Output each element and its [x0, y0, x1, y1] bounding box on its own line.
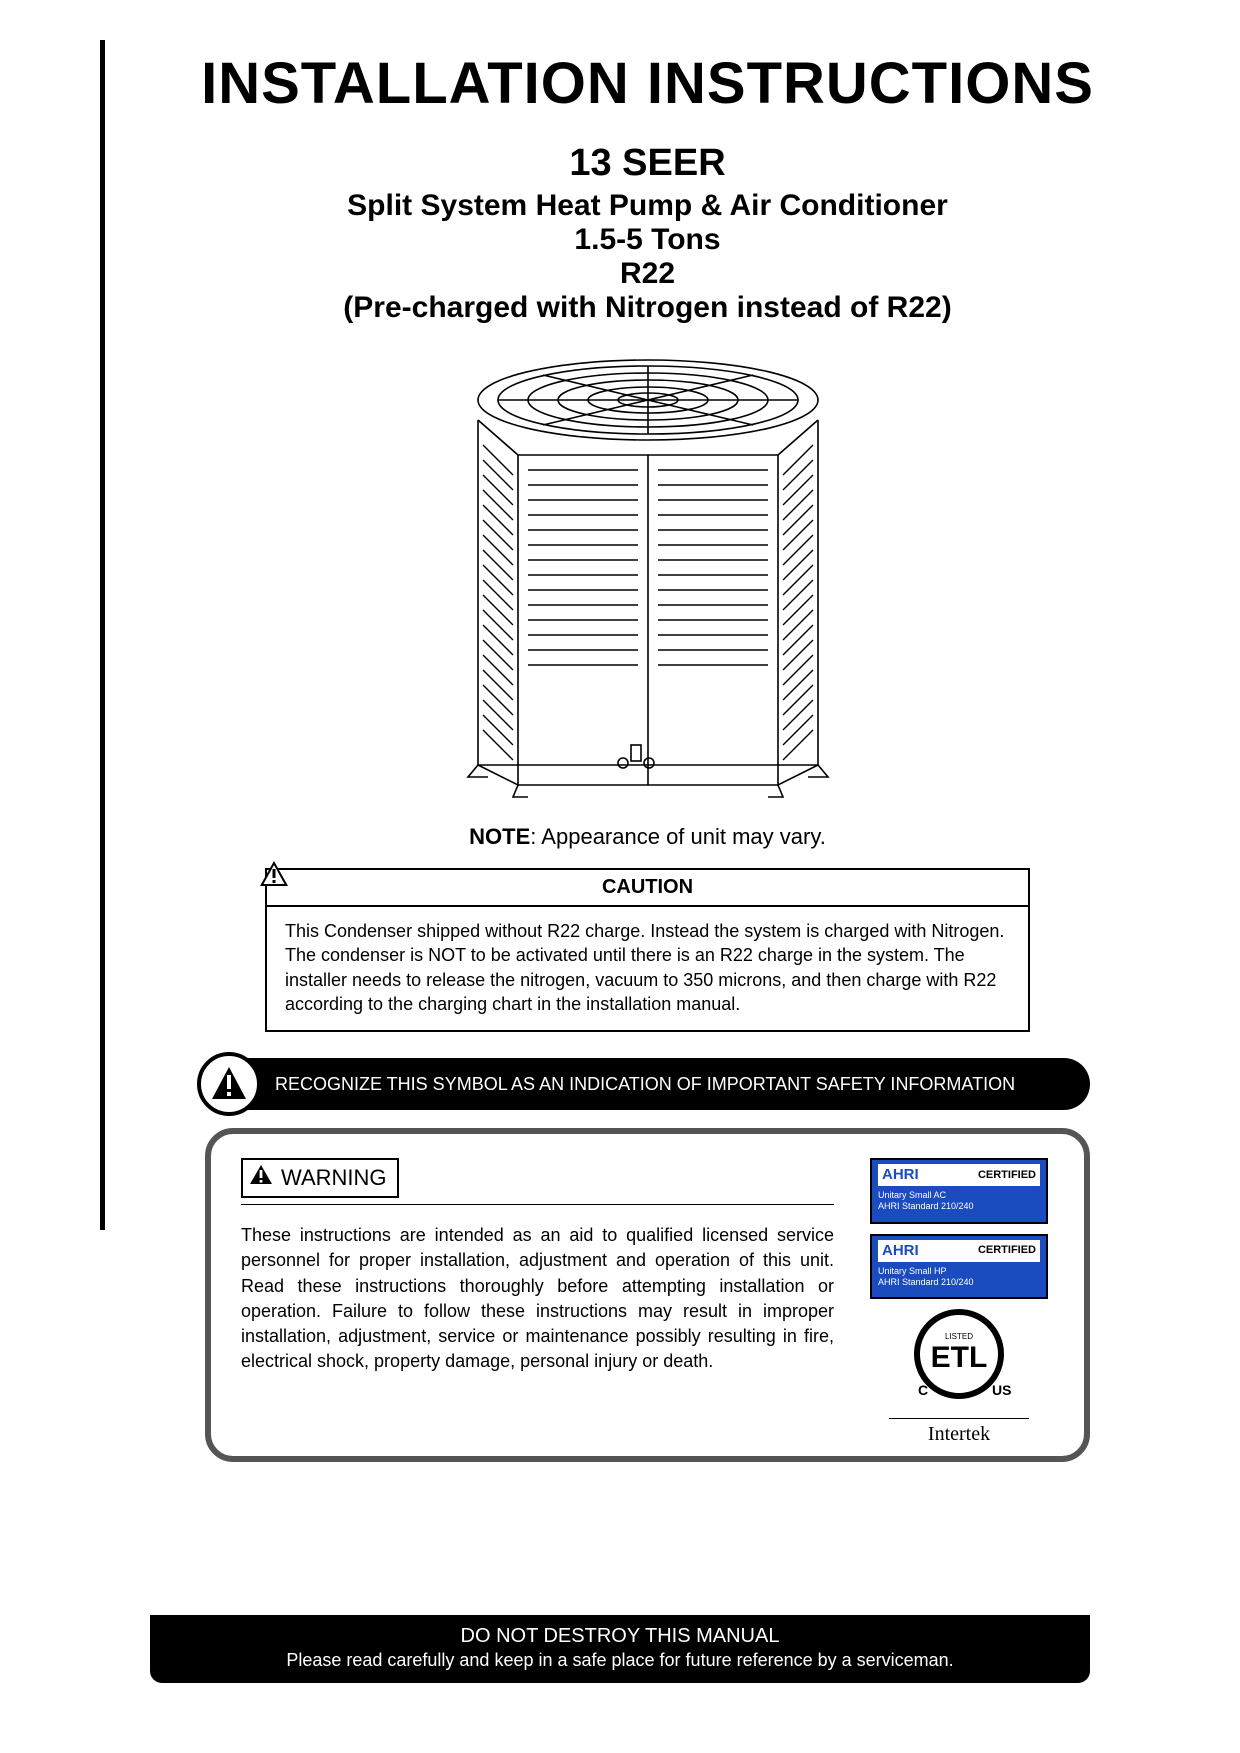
ahri-brand: AHRI [882, 1242, 919, 1260]
subtitle-line: Split System Heat Pump & Air Conditioner [145, 189, 1150, 223]
caution-box: CAUTION This Condenser shipped without R… [265, 868, 1030, 1032]
footer-bar: DO NOT DESTROY THIS MANUAL Please read c… [150, 1615, 1090, 1683]
etl-listed-badge: ETL C US LISTED Intertek [889, 1309, 1029, 1446]
svg-text:ETL: ETL [931, 1341, 988, 1374]
footer-line-1: DO NOT DESTROY THIS MANUAL [162, 1625, 1078, 1648]
warning-label-box: WARNING [241, 1158, 399, 1198]
ahri-small-text: Unitary Small AC AHRI Standard 210/240 [878, 1190, 1040, 1212]
ahri-certified-text: CERTIFIED [978, 1244, 1036, 1257]
lower-inner: WARNING These instructions are intended … [241, 1158, 1054, 1446]
warning-column: WARNING These instructions are intended … [241, 1158, 834, 1446]
note-line: NOTE: Appearance of unit may vary. [145, 824, 1150, 850]
seer-line: 13 SEER [145, 142, 1150, 185]
svg-text:US: US [992, 1382, 1011, 1398]
footer-line-2: Please read carefully and keep in a safe… [162, 1650, 1078, 1671]
condenser-unit-icon [413, 345, 883, 805]
safety-bar-text: RECOGNIZE THIS SYMBOL AS AN INDICATION O… [275, 1074, 1015, 1095]
certification-column: AHRI CERTIFIED Unitary Small AC AHRI Sta… [864, 1158, 1054, 1446]
warning-body: These instructions are intended as an ai… [241, 1223, 834, 1374]
intertek-label: Intertek [889, 1418, 1029, 1446]
unit-illustration [145, 345, 1150, 810]
ahri-certified-text: CERTIFIED [978, 1169, 1036, 1182]
left-vertical-rule [100, 40, 105, 1230]
content-area: INSTALLATION INSTRUCTIONS 13 SEER Split … [145, 50, 1150, 1462]
svg-text:C: C [918, 1382, 928, 1398]
svg-text:LISTED: LISTED [945, 1332, 973, 1341]
note-label: NOTE [469, 824, 530, 849]
warning-divider [241, 1204, 834, 1205]
ahri-small-text: Unitary Small HP AHRI Standard 210/240 [878, 1266, 1040, 1288]
etl-mark-icon: ETL C US LISTED [904, 1309, 1014, 1409]
alert-circle-icon [197, 1052, 261, 1116]
caution-body: This Condenser shipped without R22 charg… [267, 907, 1028, 1030]
ahri-certified-badge: AHRI CERTIFIED Unitary Small HP AHRI Sta… [870, 1234, 1048, 1300]
lower-panel: WARNING These instructions are intended … [205, 1128, 1090, 1462]
product-description: Split System Heat Pump & Air Conditioner… [145, 189, 1150, 325]
safety-info-bar: RECOGNIZE THIS SYMBOL AS AN INDICATION O… [205, 1058, 1090, 1110]
page-title: INSTALLATION INSTRUCTIONS [145, 50, 1150, 117]
alert-triangle-icon [249, 1164, 273, 1192]
subtitle-line: 1.5-5 Tons [145, 223, 1150, 257]
subtitle-line: (Pre-charged with Nitrogen instead of R2… [145, 291, 1150, 325]
warning-label-text: WARNING [281, 1165, 387, 1191]
page: INSTALLATION INSTRUCTIONS 13 SEER Split … [0, 0, 1240, 1753]
ahri-brand: AHRI [882, 1166, 919, 1184]
note-text: : Appearance of unit may vary. [530, 824, 826, 849]
subtitle-line: R22 [145, 257, 1150, 291]
ahri-certified-badge: AHRI CERTIFIED Unitary Small AC AHRI Sta… [870, 1158, 1048, 1224]
subtitle-block: 13 SEER Split System Heat Pump & Air Con… [145, 142, 1150, 325]
caution-heading: CAUTION [267, 870, 1028, 907]
